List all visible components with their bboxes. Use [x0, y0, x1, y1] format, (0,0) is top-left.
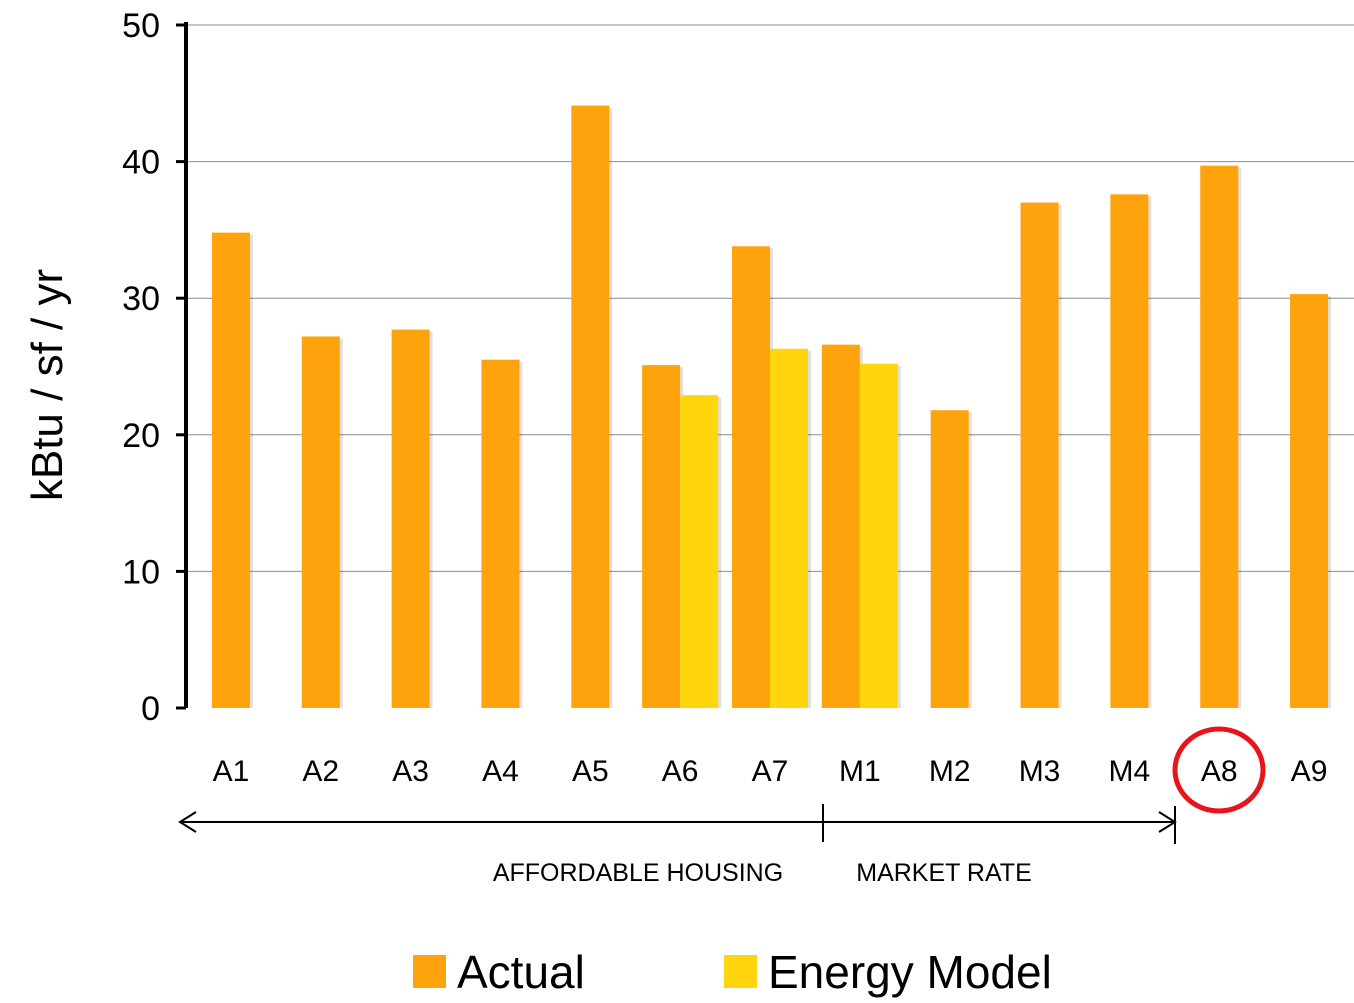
bar-actual-a4	[481, 359, 520, 708]
x-category-label-a5: A5	[572, 755, 609, 788]
x-category-labels: A1 A2 A3 A4 A5 A6 A7 M1 M2 M3 M4 A8 A9	[213, 755, 1328, 788]
y-tick-label-50: 50	[122, 7, 160, 45]
x-category-label-a2: A2	[302, 755, 339, 788]
x-category-label-a9: A9	[1291, 755, 1328, 788]
bar-actual-m4	[1110, 194, 1149, 708]
x-category-label-m3: M3	[1019, 755, 1061, 788]
legend-label-actual: Actual	[457, 946, 585, 998]
bar-actual-m1	[821, 344, 860, 708]
group-arrow-left-head	[178, 811, 197, 833]
group-annotation: AFFORDABLE HOUSING MARKET RATE	[178, 804, 1177, 887]
y-tick-label-40: 40	[122, 144, 160, 182]
group-label-affordable: AFFORDABLE HOUSING	[493, 859, 783, 887]
y-tick-label-30: 30	[122, 280, 160, 318]
y-axis	[176, 22, 188, 710]
bar-actual-a5	[571, 105, 610, 709]
x-category-label-m1: M1	[839, 755, 881, 788]
x-category-label-m2: M2	[929, 755, 971, 788]
highlight-circle	[1172, 726, 1266, 814]
bar-actual-a6	[642, 365, 681, 708]
y-tick-label-20: 20	[122, 417, 160, 455]
x-category-label-a1: A1	[213, 755, 250, 788]
bar-actual-m2	[930, 410, 969, 708]
bar-actual-a9	[1290, 294, 1329, 708]
y-tick-label-0: 0	[141, 690, 160, 728]
x-category-label-a4: A4	[482, 755, 519, 788]
bars	[211, 105, 1332, 709]
x-category-label-a8: A8	[1201, 755, 1238, 788]
x-category-label-a6: A6	[662, 755, 699, 788]
bar-energy-model-a6	[680, 395, 719, 708]
x-category-label-a7: A7	[752, 755, 789, 788]
legend-label-energy-model: Energy Model	[768, 946, 1052, 998]
x-category-label-m4: M4	[1109, 755, 1151, 788]
x-category-label-a3: A3	[392, 755, 429, 788]
bar-actual-a8	[1200, 165, 1239, 708]
bar-actual-m3	[1020, 202, 1059, 708]
legend-swatch-actual	[413, 955, 446, 988]
legend-swatch-energy-model	[724, 955, 757, 988]
bar-actual-a1	[211, 232, 250, 708]
group-label-market: MARKET RATE	[856, 859, 1032, 887]
y-axis-label: kBtu / sf / yr	[23, 269, 72, 501]
bar-actual-a7	[732, 246, 770, 709]
bar-actual-a2	[301, 336, 340, 708]
bar-energy-model-a7	[770, 348, 808, 708]
bar-energy-model-m1	[859, 363, 898, 708]
legend: Actual Energy Model	[413, 946, 1052, 998]
y-tick-labels: 0 10 20 30 40 50	[122, 7, 160, 728]
y-tick-label-10: 10	[122, 553, 160, 591]
bar-actual-a3	[391, 329, 430, 708]
